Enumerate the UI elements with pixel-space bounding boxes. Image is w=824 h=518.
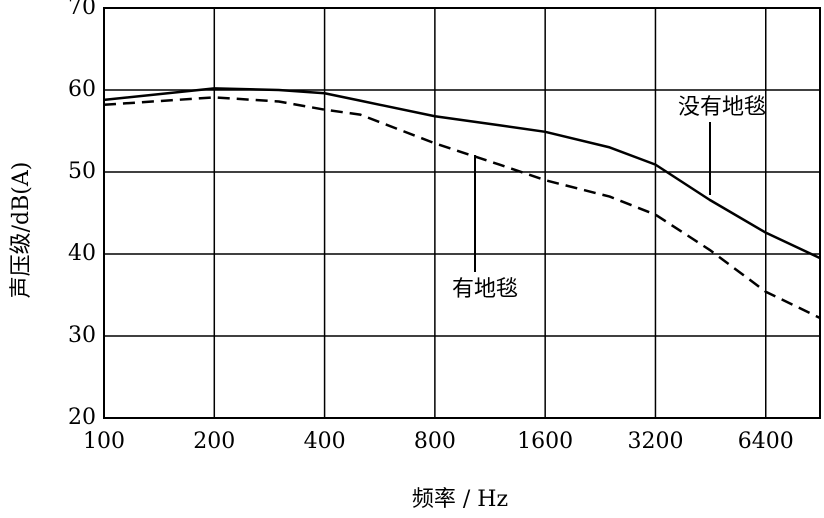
series-line (103, 87, 821, 260)
x-tick-label: 6400 (738, 429, 794, 454)
y-tick-label: 60 (68, 77, 96, 102)
y-tick-label: 70 (68, 0, 96, 20)
x-tick-label: 100 (83, 429, 125, 454)
series-annotation: 有地毯 (452, 277, 518, 302)
plot-frame (103, 7, 821, 419)
y-axis-label: 声压级/dB(A) (9, 162, 34, 299)
x-axis-label: 频率 / Hz (412, 487, 508, 512)
series-line (103, 96, 821, 320)
y-tick-label: 30 (68, 323, 96, 348)
x-tick-label: 3200 (627, 429, 683, 454)
x-tick-label: 800 (414, 429, 456, 454)
y-tick-label: 20 (68, 405, 96, 430)
series-annotation: 没有地毯 (678, 95, 766, 120)
y-tick-label: 40 (68, 241, 96, 266)
x-tick-label: 400 (304, 429, 346, 454)
x-tick-label: 200 (193, 429, 235, 454)
x-tick-label: 1600 (517, 429, 573, 454)
y-tick-label: 50 (68, 159, 96, 184)
